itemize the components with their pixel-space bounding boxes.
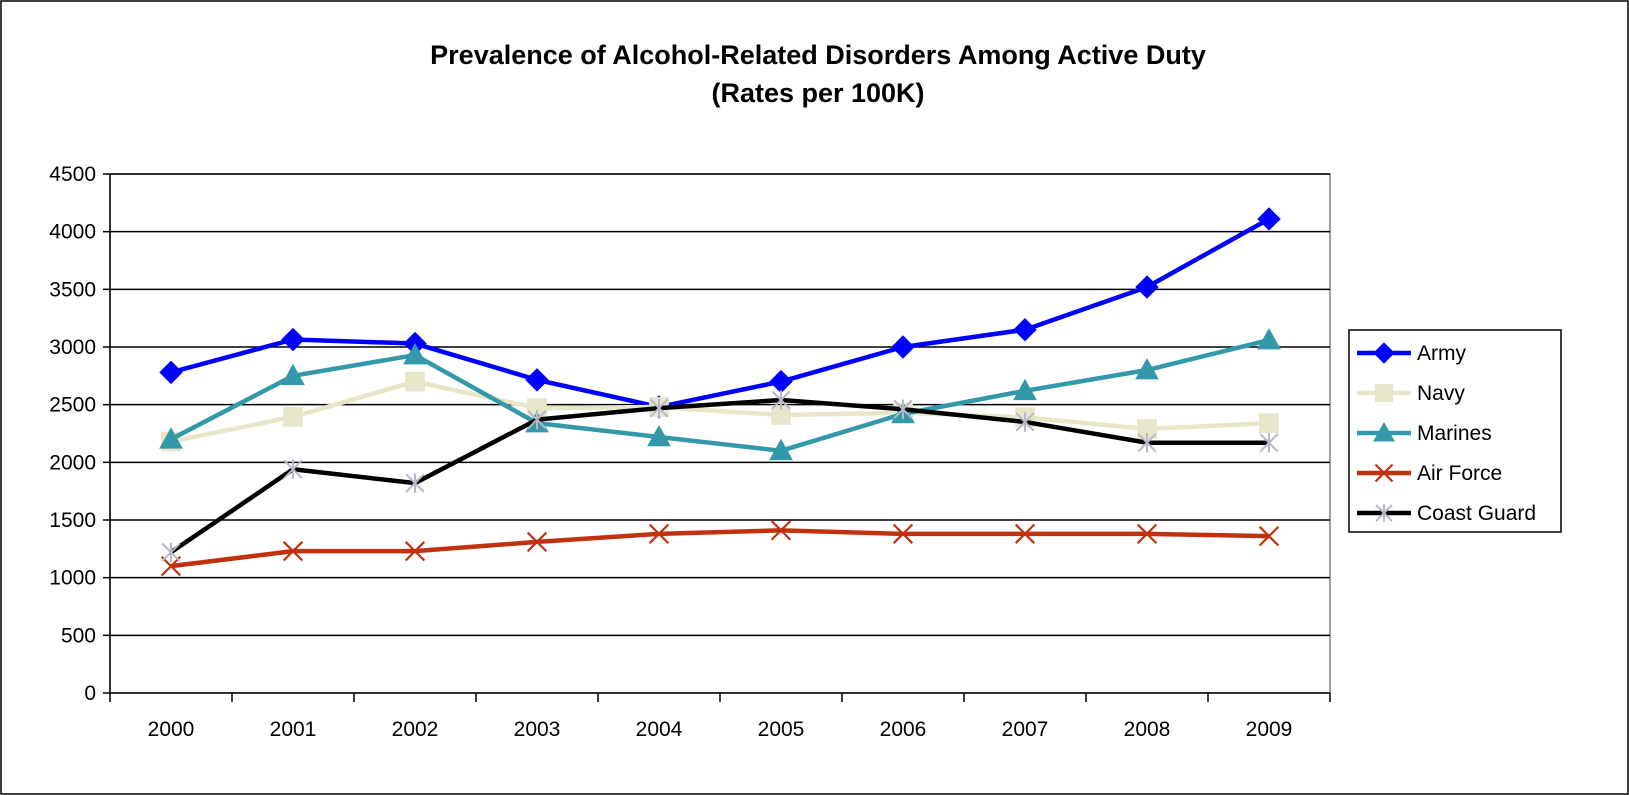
legend-item-navy: Navy	[1357, 382, 1465, 405]
y-tick-label: 0	[84, 682, 96, 705]
y-tick-label: 2000	[49, 451, 96, 474]
series-army	[159, 207, 1281, 419]
legend-marker	[1374, 463, 1394, 483]
y-tick-label: 4500	[49, 163, 96, 186]
data-point-coast-guard	[161, 542, 181, 562]
legend-item-marines: Marines	[1357, 421, 1492, 445]
data-point-marines	[281, 363, 305, 386]
data-point-marines	[1013, 378, 1037, 401]
data-point-air-force	[1258, 526, 1280, 547]
data-point-marines	[1257, 328, 1281, 350]
legend-item-army: Army	[1357, 342, 1466, 365]
series-marines	[159, 328, 1281, 461]
data-point-marines	[647, 424, 671, 447]
y-tick-label: 1000	[49, 567, 96, 590]
data-point-air-force	[282, 541, 304, 562]
data-point-army	[159, 360, 183, 385]
y-tick-label: 4000	[49, 221, 96, 244]
x-tick-label: 2001	[270, 718, 317, 741]
data-point-air-force	[1014, 523, 1036, 544]
y-tick-label: 1500	[49, 509, 96, 532]
data-point-air-force	[648, 523, 670, 544]
y-tick-label: 3000	[49, 336, 96, 359]
chart-subtitle: (Rates per 100K)	[711, 78, 924, 108]
data-point-air-force	[770, 520, 792, 541]
data-point-army	[891, 335, 915, 359]
data-point-air-force	[404, 541, 426, 562]
y-tick-label: 500	[61, 624, 96, 647]
legend-label: Navy	[1417, 382, 1465, 405]
data-point-coast-guard	[1259, 433, 1279, 453]
legend-marker	[1375, 384, 1393, 402]
y-tick-label: 2500	[49, 394, 96, 417]
data-point-coast-guard	[1137, 433, 1157, 453]
legend-marker	[1375, 504, 1393, 522]
data-point-coast-guard	[1015, 412, 1035, 432]
data-point-air-force	[526, 531, 548, 553]
data-point-marines	[403, 343, 427, 365]
x-tick-label: 2006	[880, 718, 927, 741]
data-point-coast-guard	[893, 399, 913, 419]
legend-label: Air Force	[1417, 462, 1502, 485]
data-point-navy	[283, 406, 303, 427]
data-point-army	[281, 327, 305, 352]
data-point-army	[1135, 275, 1159, 299]
legend-label: Army	[1417, 342, 1466, 365]
data-point-coast-guard	[283, 459, 303, 479]
x-tick-label: 2004	[636, 718, 683, 741]
data-point-navy	[1259, 413, 1279, 433]
series-line-coast-guard	[169, 397, 1269, 555]
x-tick-label: 2008	[1124, 718, 1171, 741]
data-point-coast-guard	[771, 390, 791, 410]
legend-marker	[1373, 342, 1395, 364]
series-line-marines	[169, 337, 1270, 454]
y-tick-label: 3500	[49, 278, 96, 301]
data-point-navy	[405, 371, 425, 392]
legend-marker	[1373, 421, 1395, 442]
x-tick-label: 2003	[514, 718, 561, 741]
data-point-army	[525, 368, 549, 392]
series-line-army	[170, 217, 1271, 410]
legend-item-coast-guard: Coast Guard	[1357, 502, 1536, 525]
data-point-marines	[159, 427, 183, 449]
data-point-coast-guard	[405, 473, 425, 493]
data-point-army	[1257, 207, 1281, 231]
series-line-air-force	[170, 528, 1270, 569]
data-point-air-force	[892, 523, 914, 544]
data-point-army	[1013, 317, 1037, 342]
x-tick-label: 2009	[1246, 718, 1293, 741]
legend-item-air-force: Air Force	[1357, 462, 1502, 485]
chart-title: Prevalence of Alcohol-Related Disorders …	[430, 40, 1206, 70]
plot-background	[109, 173, 1331, 694]
x-tick-label: 2005	[758, 718, 805, 741]
legend-label: Marines	[1417, 422, 1492, 445]
data-point-coast-guard	[527, 409, 547, 430]
legend-label: Coast Guard	[1417, 502, 1536, 525]
series-line-navy	[170, 379, 1270, 444]
x-tick-label: 2007	[1002, 718, 1049, 741]
series-coast-guard	[161, 390, 1279, 562]
data-point-marines	[1135, 358, 1159, 380]
legend: Army Navy Marines Air Force Coast Guard	[1348, 329, 1562, 533]
data-point-coast-guard	[649, 398, 669, 418]
data-point-air-force	[1136, 523, 1158, 544]
x-tick-label: 2000	[148, 718, 195, 741]
plot-area: 0 500 1000 1500 2000 2500 3000 3500 4000 4500 2000…	[49, 163, 1331, 741]
x-tick-label: 2002	[392, 718, 439, 741]
data-point-marines	[769, 438, 793, 461]
